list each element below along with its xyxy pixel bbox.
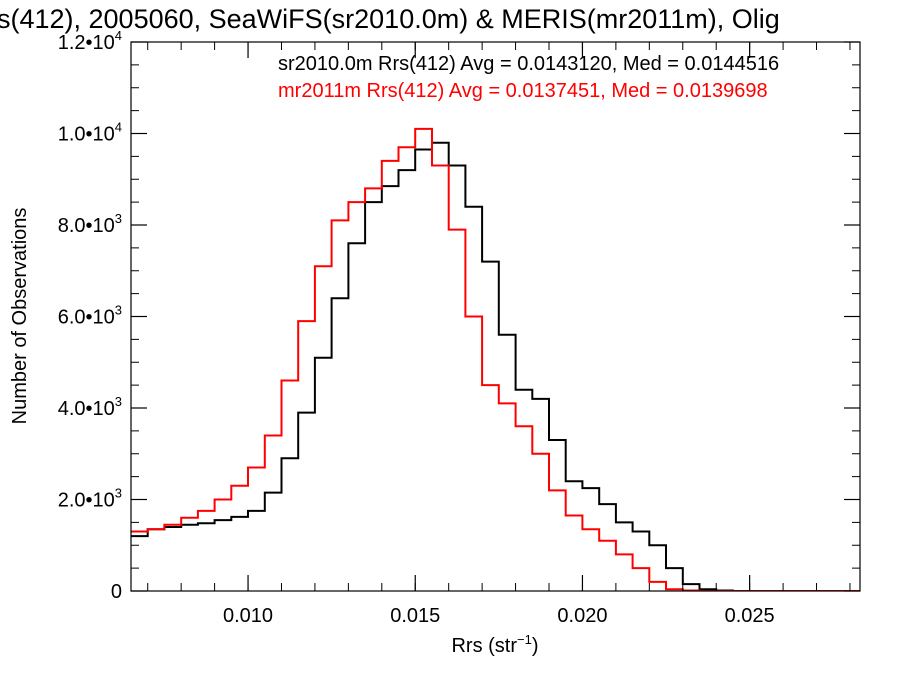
y-tick-label: 1.0•104 [58, 120, 122, 146]
x-tick-label: 0.010 [223, 605, 273, 627]
x-axis-label-superscript: −1 [517, 632, 532, 647]
chart-title: rs(412), 2005060, SeaWiFS(sr2010.0m) & M… [0, 4, 780, 34]
series-line-0 [131, 141, 860, 591]
x-axis-label: Rrs (str−1) [451, 632, 538, 657]
series-line-1 [131, 127, 860, 591]
y-tick-label: 1.2•104 [58, 28, 122, 54]
x-tick-label: 0.020 [557, 605, 607, 627]
y-tick-label: 4.0•103 [58, 394, 122, 420]
plot-frame [130, 41, 861, 592]
series-layer [131, 127, 860, 591]
x-axis-label-text: Rrs (str [451, 635, 517, 657]
y-axis-label: Number of Observations [9, 208, 31, 425]
y-tick-label: 6.0•103 [58, 303, 122, 329]
tick-labels: 0.010 0.015 0.020 0.025 0 2.0•103 4.0•103 6.0•1… [58, 28, 775, 627]
x-tick-label: 0.025 [725, 605, 775, 627]
axis-layer [130, 41, 861, 592]
y-tick-label: 0 [111, 581, 122, 603]
x-axis-label-close: ) [532, 635, 539, 657]
y-tick-label: 8.0•103 [58, 211, 122, 237]
x-tick-label: 0.015 [390, 605, 440, 627]
y-tick-label: 2.0•103 [58, 486, 122, 512]
legend-entry-red: mr2011m Rrs(412) Avg = 0.0137451, Med = … [278, 80, 768, 102]
legend-entry-black: sr2010.0m Rrs(412) Avg = 0.0143120, Med … [278, 53, 779, 75]
